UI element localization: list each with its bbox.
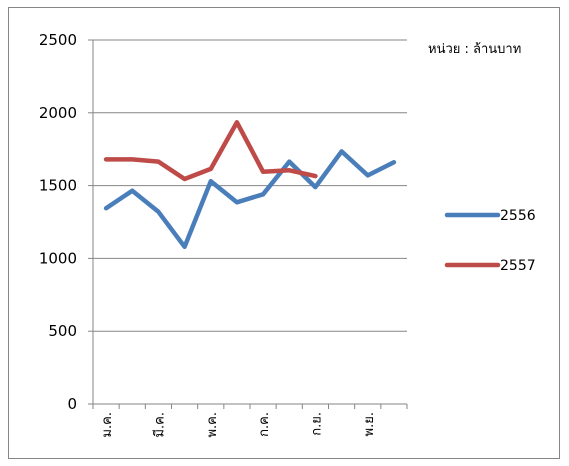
x-tick-label: ก.ค. bbox=[257, 412, 272, 437]
y-tick-label: 2500 bbox=[39, 31, 77, 49]
y-tick-label: 500 bbox=[48, 322, 77, 340]
x-tick-label: ม.ค. bbox=[100, 412, 115, 438]
unit-label: หน่วย : ล้านบาท bbox=[428, 42, 521, 57]
gridlines bbox=[93, 39, 407, 332]
series-lines bbox=[103, 120, 397, 250]
chart-frame bbox=[8, 7, 560, 459]
series-line-2557 bbox=[103, 120, 318, 182]
x-tick-label: พ.ค. bbox=[205, 412, 220, 438]
x-tick-label: มี.ค. bbox=[151, 412, 167, 438]
x-tick-labels: ม.ค. มี.ค. พ.ค. ก.ค. ก.ย. พ.ย. bbox=[100, 412, 377, 438]
legend: 2556 2557 bbox=[444, 208, 536, 274]
x-tick-label: ก.ย. bbox=[309, 412, 324, 436]
axes bbox=[88, 39, 408, 409]
y-tick-label: 0 bbox=[67, 395, 77, 413]
y-tick-label: 1000 bbox=[39, 249, 77, 267]
series-line-2556 bbox=[103, 149, 397, 250]
y-tick-labels: 0 500 1000 1500 2000 2500 bbox=[39, 31, 77, 413]
y-tick-label: 2000 bbox=[39, 104, 77, 122]
legend-label-2556: 2556 bbox=[500, 208, 536, 224]
x-tick-label: พ.ย. bbox=[362, 412, 377, 436]
y-tick-label: 1500 bbox=[39, 177, 77, 195]
legend-label-2557: 2557 bbox=[500, 258, 536, 274]
